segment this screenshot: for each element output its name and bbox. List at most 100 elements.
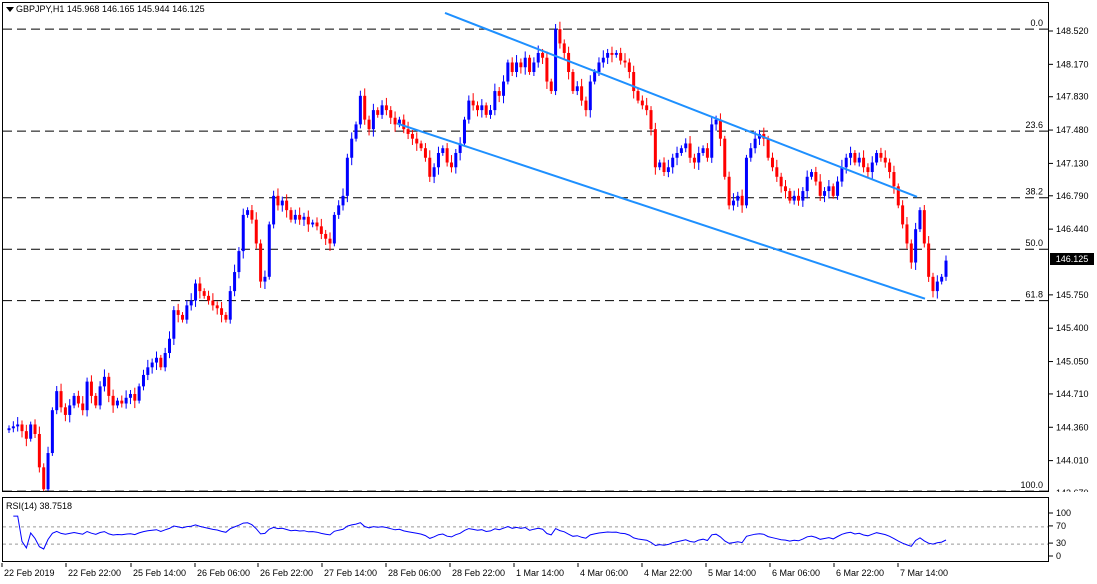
candle (358, 90, 362, 129)
candle (515, 55, 519, 78)
candle-body (350, 138, 354, 158)
candle (115, 397, 119, 409)
candle (580, 78, 584, 106)
candle-body (371, 110, 375, 130)
candle (649, 106, 653, 136)
candle (367, 115, 371, 136)
rsi-svg[interactable] (3, 498, 1048, 561)
candle (679, 145, 683, 156)
candle-body (458, 143, 462, 153)
candle-body (588, 81, 592, 111)
candle-body (42, 467, 46, 490)
candle (528, 54, 532, 75)
candle-body (185, 305, 189, 320)
candle (202, 288, 206, 299)
time-tick-label: 26 Feb 22:00 (260, 568, 313, 578)
candle (107, 372, 111, 403)
candle (345, 153, 349, 203)
candle (710, 116, 714, 163)
candle (154, 351, 158, 370)
time-tick-label: 25 Feb 14:00 (133, 568, 186, 578)
candle-body (367, 119, 371, 130)
candle (705, 143, 709, 162)
candle-body (202, 291, 206, 296)
candle-body (697, 152, 701, 163)
candle (406, 121, 410, 140)
candle-body (454, 152, 458, 168)
candle (415, 132, 419, 151)
candle (892, 165, 896, 194)
candle (181, 312, 185, 323)
candle-body (267, 224, 271, 277)
candle-body (276, 195, 280, 206)
time-tick-label: 6 Mar 22:00 (836, 568, 884, 578)
rsi-panel[interactable] (2, 497, 1049, 562)
candle-body (502, 81, 506, 96)
candle-body (172, 310, 176, 339)
channel-lower-line (396, 122, 926, 300)
candle-body (280, 200, 284, 206)
symbol-dropdown-icon[interactable] (6, 7, 14, 12)
candle (489, 104, 493, 119)
time-tick-label: 4 Mar 06:00 (580, 568, 628, 578)
candle (458, 137, 462, 161)
candle (332, 212, 336, 247)
candle (467, 95, 471, 124)
candle (614, 50, 618, 58)
candle (801, 187, 805, 207)
candle (76, 390, 80, 408)
candle-body (7, 428, 11, 431)
candle (376, 107, 380, 118)
candle-body (844, 157, 848, 168)
candle (740, 189, 744, 213)
time-tick-label: 1 Mar 14:00 (516, 568, 564, 578)
candle (497, 87, 501, 103)
candle-body (623, 60, 627, 63)
candle-body (584, 100, 588, 111)
candle (675, 146, 679, 166)
candle (788, 188, 792, 204)
candle-body (627, 62, 631, 73)
price-tick-label: 148.520 (1056, 26, 1089, 36)
candle (818, 174, 822, 201)
candle-body (315, 222, 319, 227)
candle (33, 419, 37, 438)
candle-body (415, 138, 419, 144)
candle (441, 145, 445, 156)
candle-body (441, 148, 445, 153)
candle (918, 207, 922, 233)
candle (233, 264, 237, 297)
symbol-label: GBPJPY,H1 (16, 4, 65, 14)
time-axis[interactable]: 22 Feb 2019 22 Feb 22:00 25 Feb 14:00 26 Fe… (0, 563, 1049, 583)
candle (419, 140, 423, 152)
candle-body (198, 283, 202, 292)
candle-body (740, 195, 744, 206)
candle-body (892, 172, 896, 187)
candle-body (653, 129, 657, 168)
candle-body (523, 57, 527, 68)
candle-body (428, 157, 432, 177)
candle (85, 377, 89, 417)
price-chart-svg[interactable]: 0.0 23.6 38.2 50.0 61.8 100.0 (3, 3, 1048, 491)
candle-body (814, 172, 818, 182)
candle (692, 153, 696, 169)
time-tick-label: 5 Mar 14:00 (708, 568, 756, 578)
time-tick-label: 27 Feb 14:00 (324, 568, 377, 578)
candle-body (293, 214, 297, 220)
candle (636, 88, 640, 104)
candle (645, 97, 649, 116)
candle (11, 421, 15, 433)
price-chart-panel[interactable]: 0.0 23.6 38.2 50.0 61.8 100.0 (2, 2, 1049, 492)
price-axis[interactable]: 148.520 148.170 147.830 147.480 147.130 146.7… (1049, 0, 1097, 492)
candle (558, 21, 562, 49)
candle-body (610, 52, 614, 55)
candle-body (220, 308, 224, 315)
time-tick-label: 7 Mar 14:00 (900, 568, 948, 578)
candle (701, 145, 705, 156)
candle-body (311, 222, 315, 225)
candle-body (85, 381, 89, 411)
open-value: 145.968 (66, 4, 100, 14)
candle-body (133, 393, 137, 401)
candle-body (397, 119, 401, 125)
